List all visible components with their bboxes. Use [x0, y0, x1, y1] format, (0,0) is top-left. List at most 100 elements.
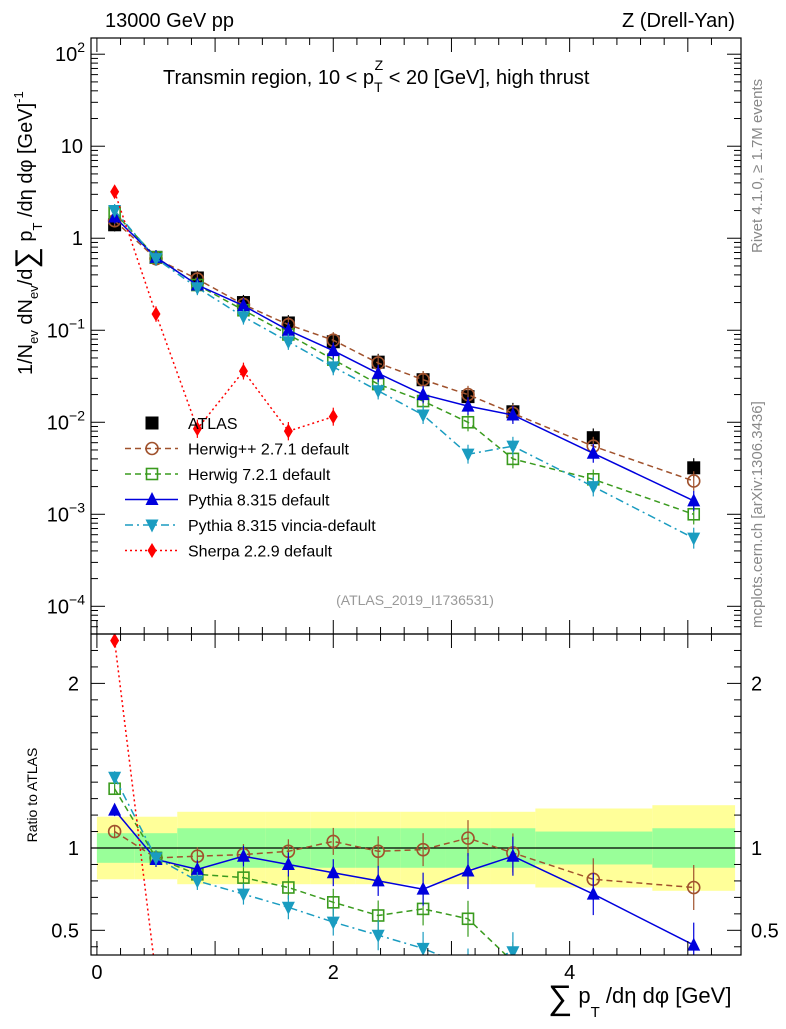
point-pythia-8-315-default	[326, 343, 340, 357]
ratio-y-tick-label: 2	[68, 673, 79, 695]
point-pythia-8-315-default	[461, 398, 475, 412]
point-pythia-8-315-vincia-default	[236, 311, 250, 325]
ratio-point-herwig-7-2-1-default	[507, 956, 518, 967]
ratio-point-herwig-2-7-1-default	[461, 831, 475, 845]
ratio-series	[107, 634, 701, 984]
x-axis-label: ∑ pT /dη dφ [GeV]	[548, 979, 731, 1021]
ratio-point-pythia-8-315-vincia-default	[108, 771, 122, 785]
point-pythia-8-315-default	[586, 445, 600, 459]
main-y-tick-label: 10−2	[47, 407, 85, 434]
ratio-point-pythia-8-315-default	[281, 856, 295, 870]
ratio-line-pythia-8-315-default	[114, 809, 695, 946]
point-pythia-8-315-default	[416, 387, 430, 401]
series-line-herwig-2-7-1-default	[114, 220, 694, 482]
ratio-y-tick-label-right: 2	[751, 673, 762, 695]
point-pythia-8-315-default	[371, 365, 385, 379]
ratio-point-pythia-8-315-default	[326, 865, 340, 879]
main-y-axis-label: 1/Nev dNev/d∑ pT /dη dφ [GeV]-1	[10, 91, 45, 375]
point-pythia-8-315-vincia-default	[687, 532, 701, 546]
legend-label-herwig-2-7-1-default: Herwig++ 2.7.1 default	[188, 442, 350, 459]
x-tick-label: 2	[328, 962, 339, 984]
point-sherpa-2-2-9-default	[328, 409, 338, 425]
ratio-point-pythia-8-315-vincia-default	[149, 852, 163, 866]
point-pythia-8-315-default	[506, 407, 520, 421]
ratio-point-pythia-8-315-default	[190, 861, 204, 875]
ratio-point-pythia-8-315-vincia-default	[326, 916, 340, 930]
legend: ATLAS Herwig++ 2.7.1 default Herwig 7.2.1 …	[125, 416, 376, 561]
ratio-y-tick-label: 0.5	[51, 920, 79, 942]
ratio-line-herwig-7-2-1-default	[113, 788, 508, 955]
series-line-pythia-8-315-default	[114, 216, 695, 502]
point-pythia-8-315-vincia-default	[416, 409, 430, 423]
main-panel: Transmin region, 10 < pTZ < 20 [GeV], hi…	[10, 57, 590, 608]
point-pythia-8-315-vincia-default	[506, 440, 520, 454]
ratio-line-pythia-8-315-vincia-default	[113, 776, 514, 955]
x-tick-label: 4	[564, 962, 575, 984]
ratio-point-herwig-2-7-1-default	[371, 844, 385, 859]
legend-marker-sherpa-2-2-9-default	[147, 543, 157, 558]
series-line-sherpa-2-2-9-default	[113, 191, 334, 433]
mcplots-site-label: mcplots.cern.ch [arXiv:1306.3436]	[749, 401, 766, 628]
ratio-point-pythia-8-315-default	[586, 886, 600, 900]
ratio-point-pythia-8-315-default	[371, 873, 385, 887]
ratio-point-pythia-8-315-vincia-default	[236, 888, 250, 902]
main-y-tick-label: 102	[55, 39, 85, 66]
point-herwig-7-2-1-default	[461, 415, 475, 429]
legend-label-pythia-8-315-default: Pythia 8.315 default	[188, 493, 330, 510]
ratio-point-pythia-8-315-vincia-default	[416, 942, 430, 955]
legend-marker-herwig-7-2-1-default	[145, 467, 159, 481]
x-tick-label: 0	[91, 962, 102, 984]
ratio-point-pythia-8-315-vincia-default	[462, 961, 475, 974]
ratio-point-pythia-8-315-vincia-default	[281, 901, 295, 915]
point-pythia-8-315-vincia-default	[149, 253, 163, 267]
ratio-point-pythia-8-315-default	[108, 802, 122, 816]
ratio-point-herwig-7-2-1-default	[326, 896, 340, 909]
ratio-point-pythia-8-315-vincia-default	[190, 875, 204, 889]
ratio-point-herwig-2-7-1-default	[416, 842, 430, 857]
point-sherpa-2-2-9-default	[283, 423, 293, 439]
ratio-point-herwig-7-2-1-default	[282, 881, 295, 894]
main-title: Transmin region, 10 < pTZ < 20 [GeV], hi…	[163, 57, 590, 95]
legend-label-pythia-8-315-vincia-default: Pythia 8.315 vincia-default	[188, 518, 376, 535]
legend-marker-pythia-8-315-default	[145, 492, 159, 505]
ratio-y-tick-label-right: 0.5	[751, 920, 779, 942]
ratio-point-pythia-8-315-default	[461, 863, 475, 877]
ratio-point-pythia-8-315-vincia-default	[506, 946, 520, 955]
ratio-point-pythia-8-315-default	[236, 848, 250, 862]
series-line-pythia-8-315-vincia-default	[114, 210, 695, 539]
point-pythia-8-315-default	[687, 493, 701, 507]
ratio-point-sherpa-2-2-9-default	[110, 634, 120, 649]
ratio-y-tick-label-right: 1	[751, 838, 762, 860]
main-series	[107, 184, 701, 549]
point-pythia-8-315-vincia-default	[108, 205, 122, 219]
energy-label: 13000 GeV pp	[105, 10, 234, 32]
ratio-point-herwig-7-2-1-default	[461, 912, 475, 926]
legend-marker-herwig-2-7-1-default	[145, 441, 159, 456]
legend-marker-atlas	[145, 416, 159, 430]
ratio-point-pythia-8-315-default	[506, 848, 520, 862]
point-pythia-8-315-vincia-default	[326, 361, 340, 375]
point-sherpa-2-2-9-default	[238, 363, 248, 379]
point-sherpa-2-2-9-default	[151, 306, 161, 322]
ratio-line-sherpa-2-2-9-default	[113, 640, 155, 955]
main-y-tick-label: 10	[61, 136, 83, 158]
point-pythia-8-315-vincia-default	[281, 336, 295, 350]
ratio-y-tick-label: 1	[68, 838, 79, 860]
ratio-point-pythia-8-315-default	[687, 937, 701, 951]
point-pythia-8-315-vincia-default	[461, 448, 475, 462]
ratio-panel: Ratio to ATLAS ∑ pT /dη dφ [GeV]	[24, 748, 731, 1021]
point-pythia-8-315-vincia-default	[371, 385, 385, 399]
main-y-tick-label: 10−1	[47, 315, 85, 342]
ratio-point-pythia-8-315-default	[416, 881, 430, 895]
ratio-point-herwig-7-2-1-default	[237, 871, 250, 884]
ratio-line-herwig-2-7-1-default	[114, 830, 694, 889]
main-y-tick-label: 1	[72, 228, 83, 250]
ratio-point-sherpa-2-2-9-default	[152, 969, 161, 984]
point-pythia-8-315-default	[236, 298, 250, 312]
point-herwig-2-7-1-default	[686, 474, 701, 488]
legend-label-herwig-7-2-1-default: Herwig 7.2.1 default	[188, 467, 331, 484]
rivet-version-label: Rivet 4.1.0, ≥ 1.7M events	[749, 79, 766, 253]
ratio-point-pythia-8-315-vincia-default	[371, 929, 385, 943]
analysis-id-label: (ATLAS_2019_I1736531)	[336, 592, 494, 608]
point-pythia-8-315-vincia-default	[586, 481, 600, 495]
